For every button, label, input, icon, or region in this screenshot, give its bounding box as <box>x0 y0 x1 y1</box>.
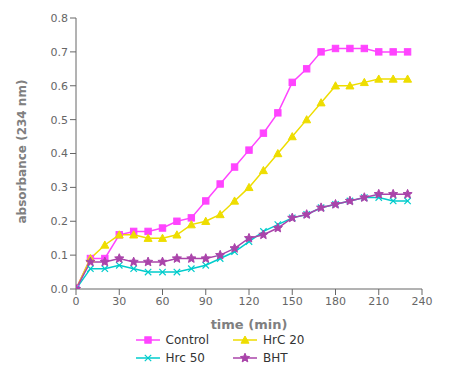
svg-text:150: 150 <box>282 295 303 308</box>
svg-text:0.1: 0.1 <box>51 249 69 262</box>
html-text:HrC 20: HrC 20 <box>263 333 305 347</box>
svg-text:60: 60 <box>156 295 170 308</box>
svg-text:0.0: 0.0 <box>51 283 69 296</box>
svg-text:absorbance (234 nm): absorbance (234 nm) <box>15 80 29 224</box>
svg-text:210: 210 <box>368 295 389 308</box>
svg-text:120: 120 <box>239 295 260 308</box>
svg-text:180: 180 <box>325 295 346 308</box>
svg-text:0.7: 0.7 <box>51 46 69 59</box>
svg-text:0.3: 0.3 <box>51 181 69 194</box>
svg-text:0.5: 0.5 <box>51 114 69 127</box>
svg-text:90: 90 <box>199 295 213 308</box>
svg-text:0.6: 0.6 <box>51 80 69 93</box>
svg-text:240: 240 <box>412 295 433 308</box>
svg-text:0.2: 0.2 <box>51 215 69 228</box>
html-text:Control: Control <box>165 333 209 347</box>
svg-text:0: 0 <box>73 295 80 308</box>
svg-text:0.8: 0.8 <box>51 12 69 25</box>
html-text:Hrc 50: Hrc 50 <box>165 351 205 365</box>
svg-text:30: 30 <box>112 295 126 308</box>
html-text:BHT: BHT <box>263 351 288 365</box>
svg-text:0.4: 0.4 <box>51 147 69 160</box>
svg-text:time (min): time (min) <box>211 317 288 332</box>
